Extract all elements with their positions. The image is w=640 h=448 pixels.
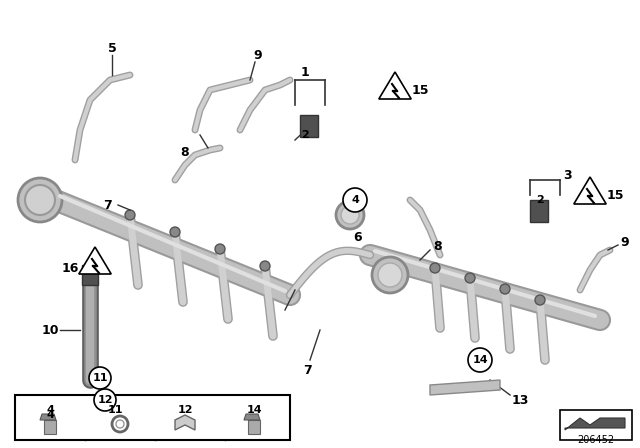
Text: 11: 11	[108, 405, 123, 415]
Polygon shape	[175, 415, 195, 430]
Bar	[15, 395, 290, 440]
Circle shape	[336, 201, 364, 229]
Text: 4: 4	[46, 405, 54, 415]
Circle shape	[170, 227, 180, 237]
Circle shape	[343, 188, 367, 212]
Text: 14: 14	[246, 405, 262, 415]
Polygon shape	[574, 177, 606, 204]
Text: 4: 4	[351, 195, 359, 205]
Text: 206452: 206452	[577, 435, 614, 445]
Text: 10: 10	[41, 323, 59, 336]
Circle shape	[125, 210, 135, 220]
Bar	[82, 265, 98, 285]
Circle shape	[18, 178, 62, 222]
Circle shape	[116, 420, 124, 428]
Text: 15: 15	[412, 83, 429, 96]
Text: 13: 13	[511, 393, 529, 406]
Text: 8: 8	[434, 240, 442, 253]
Text: 12: 12	[177, 405, 193, 415]
Circle shape	[89, 367, 111, 389]
Text: 2: 2	[301, 130, 309, 140]
Circle shape	[372, 257, 408, 293]
Bar	[248, 420, 260, 434]
Text: 12: 12	[97, 395, 113, 405]
Circle shape	[430, 263, 440, 273]
Polygon shape	[430, 380, 500, 395]
Text: 14: 14	[472, 355, 488, 365]
Text: 1: 1	[301, 65, 309, 78]
Circle shape	[535, 295, 545, 305]
Bar	[560, 410, 632, 440]
Text: 8: 8	[180, 146, 189, 159]
Text: 6: 6	[354, 231, 362, 244]
Text: 5: 5	[108, 42, 116, 55]
Text: 9: 9	[253, 48, 262, 61]
Circle shape	[465, 273, 475, 283]
Circle shape	[94, 389, 116, 411]
Text: 9: 9	[621, 236, 629, 249]
Text: 7: 7	[303, 363, 312, 376]
Polygon shape	[565, 418, 625, 430]
Bar	[300, 115, 318, 137]
Text: 16: 16	[61, 262, 79, 275]
Circle shape	[468, 348, 492, 372]
Circle shape	[215, 244, 225, 254]
Circle shape	[378, 263, 402, 287]
Circle shape	[25, 185, 55, 215]
Polygon shape	[40, 414, 56, 420]
Bar	[44, 420, 56, 434]
Circle shape	[112, 416, 128, 432]
Text: 3: 3	[564, 168, 572, 181]
Polygon shape	[379, 72, 412, 99]
Text: 4: 4	[46, 410, 54, 420]
Circle shape	[500, 284, 510, 294]
Polygon shape	[79, 247, 111, 274]
Text: 15: 15	[606, 189, 624, 202]
Text: 11: 11	[92, 373, 108, 383]
Circle shape	[260, 261, 270, 271]
Circle shape	[341, 206, 359, 224]
Text: 7: 7	[104, 198, 113, 211]
Bar	[530, 200, 548, 222]
Text: 2: 2	[536, 195, 544, 205]
Polygon shape	[244, 414, 260, 420]
